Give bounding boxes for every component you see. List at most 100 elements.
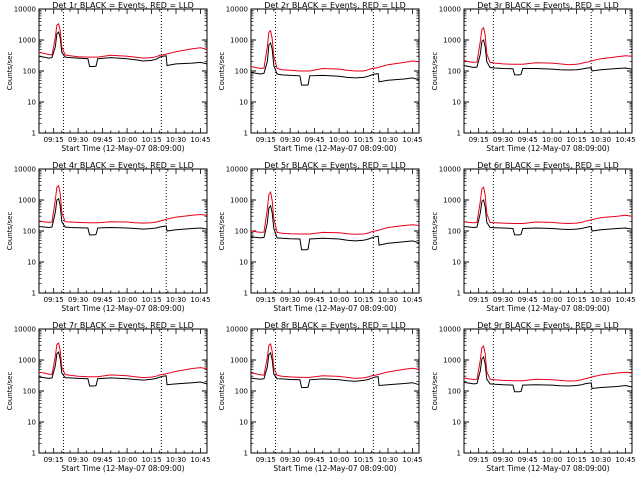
chart-title: Det 4r BLACK = Events, RED = LLD <box>52 161 194 170</box>
y-tick-label: 1000 <box>18 357 36 365</box>
plot-frame <box>250 168 420 294</box>
y-axis-label: Counts/sec <box>431 212 439 251</box>
x-tick-label: 10:30 <box>591 296 611 304</box>
y-tick-label: 10 <box>452 419 461 427</box>
x-tick-label: 09:45 <box>305 136 325 144</box>
events-series-line <box>38 197 208 236</box>
y-tick-label: 10 <box>27 99 36 107</box>
chart-panel: Det 9r BLACK = Events, RED = LLD 1 10 100 10… <box>431 321 636 473</box>
x-tick-label: 10:15 <box>566 136 586 144</box>
y-axis-label: Counts/sec <box>6 52 14 91</box>
y-tick-label: 1000 <box>443 37 461 45</box>
x-tick-label: 10:45 <box>190 296 210 304</box>
x-tick-label: 10:15 <box>141 456 161 464</box>
y-tick-label: 1 <box>32 450 36 458</box>
y-tick-label: 1 <box>244 450 248 458</box>
x-tick-label: 09:15 <box>469 456 489 464</box>
chart-panel: Det 7r BLACK = Events, RED = LLD 1 10 100 10… <box>6 321 211 473</box>
x-tick-label: 10:45 <box>615 296 635 304</box>
y-tick-label: 1 <box>32 290 36 298</box>
x-tick-label: 10:30 <box>378 136 398 144</box>
chart-panel: Det 4r BLACK = Events, RED = LLD 1 10 100 10… <box>6 161 211 313</box>
x-axis-label: Start Time (12-May-07 08:09:00) <box>486 144 609 153</box>
y-tick-label: 100 <box>448 388 461 396</box>
y-axis-label: Counts/sec <box>6 372 14 411</box>
x-axis-label: Start Time (12-May-07 08:09:00) <box>273 464 396 473</box>
y-tick-label: 1000 <box>230 197 248 205</box>
plot-frame <box>463 8 633 134</box>
y-tick-label: 10000 <box>439 326 461 334</box>
chart-title: Det 5r BLACK = Events, RED = LLD <box>264 161 406 170</box>
chart-panel: Det 8r BLACK = Events, RED = LLD 1 10 100 10… <box>218 321 423 473</box>
y-tick-label: 10000 <box>439 166 461 174</box>
x-axis-label: Start Time (12-May-07 08:09:00) <box>486 304 609 313</box>
y-axis-label: Counts/sec <box>431 52 439 91</box>
y-tick-label: 10000 <box>226 326 248 334</box>
y-tick-label: 10 <box>239 419 248 427</box>
x-tick-label: 09:15 <box>256 136 276 144</box>
lld-series-line <box>463 345 633 382</box>
x-tick-label: 09:30 <box>280 296 300 304</box>
x-tick-label: 09:15 <box>44 136 64 144</box>
lld-series-line <box>250 190 420 235</box>
x-tick-label: 09:30 <box>280 136 300 144</box>
x-tick-label: 10:45 <box>402 456 422 464</box>
x-tick-label: 10:45 <box>402 136 422 144</box>
x-tick-label: 10:30 <box>378 296 398 304</box>
x-tick-label: 09:15 <box>44 296 64 304</box>
plot-frame <box>250 328 420 454</box>
y-axis-label: Counts/sec <box>218 372 226 411</box>
y-tick-label: 1000 <box>18 37 36 45</box>
y-tick-label: 1000 <box>18 197 36 205</box>
y-tick-label: 10 <box>452 99 461 107</box>
chart-title: Det 8r BLACK = Events, RED = LLD <box>264 321 406 330</box>
x-axis-label: Start Time (12-May-07 08:09:00) <box>61 144 184 153</box>
x-tick-label: 10:15 <box>141 296 161 304</box>
x-tick-label: 09:45 <box>93 296 113 304</box>
x-tick-label: 10:30 <box>166 456 186 464</box>
x-tick-label: 10:30 <box>166 296 186 304</box>
x-tick-label: 09:45 <box>518 456 538 464</box>
y-tick-label: 10000 <box>226 166 248 174</box>
x-tick-label: 10:15 <box>353 136 373 144</box>
lld-series-line <box>250 343 420 379</box>
x-tick-label: 10:15 <box>566 456 586 464</box>
y-tick-label: 1 <box>457 130 461 138</box>
y-tick-label: 1000 <box>230 37 248 45</box>
x-tick-label: 10:00 <box>329 456 349 464</box>
y-tick-label: 1 <box>457 290 461 298</box>
chart-panel: Det 6r BLACK = Events, RED = LLD 1 10 100 10… <box>431 161 636 313</box>
x-tick-label: 09:15 <box>44 456 64 464</box>
chart-title: Det 7r BLACK = Events, RED = LLD <box>52 321 194 330</box>
events-series-line <box>463 356 633 393</box>
x-tick-label: 10:30 <box>591 456 611 464</box>
y-tick-label: 100 <box>235 228 248 236</box>
x-tick-label: 09:30 <box>68 136 88 144</box>
x-tick-label: 09:45 <box>305 456 325 464</box>
x-tick-label: 10:15 <box>353 296 373 304</box>
plot-frame <box>38 328 208 454</box>
x-tick-label: 10:00 <box>117 296 137 304</box>
y-tick-label: 10 <box>27 259 36 267</box>
x-tick-label: 10:00 <box>542 456 562 464</box>
y-tick-label: 1000 <box>230 357 248 365</box>
events-series-line <box>250 351 420 388</box>
x-tick-label: 10:00 <box>329 136 349 144</box>
chart-title: Det 2r BLACK = Events, RED = LLD <box>264 1 406 10</box>
x-tick-label: 10:45 <box>190 136 210 144</box>
plot-frame <box>38 168 208 294</box>
y-tick-label: 1 <box>32 130 36 138</box>
x-tick-label: 10:00 <box>542 136 562 144</box>
chart-title: Det 3r BLACK = Events, RED = LLD <box>477 1 619 10</box>
y-axis-label: Counts/sec <box>431 372 439 411</box>
x-tick-label: 09:45 <box>93 456 113 464</box>
x-tick-label: 09:30 <box>493 296 513 304</box>
chart-panel: Det 1r BLACK = Events, RED = LLD 1 10 100 10… <box>6 1 211 153</box>
lld-series-line <box>38 23 208 59</box>
y-tick-label: 10 <box>239 99 248 107</box>
x-tick-label: 10:00 <box>542 296 562 304</box>
x-tick-label: 10:15 <box>141 136 161 144</box>
y-tick-label: 100 <box>23 68 36 76</box>
y-axis-label: Counts/sec <box>218 212 226 251</box>
